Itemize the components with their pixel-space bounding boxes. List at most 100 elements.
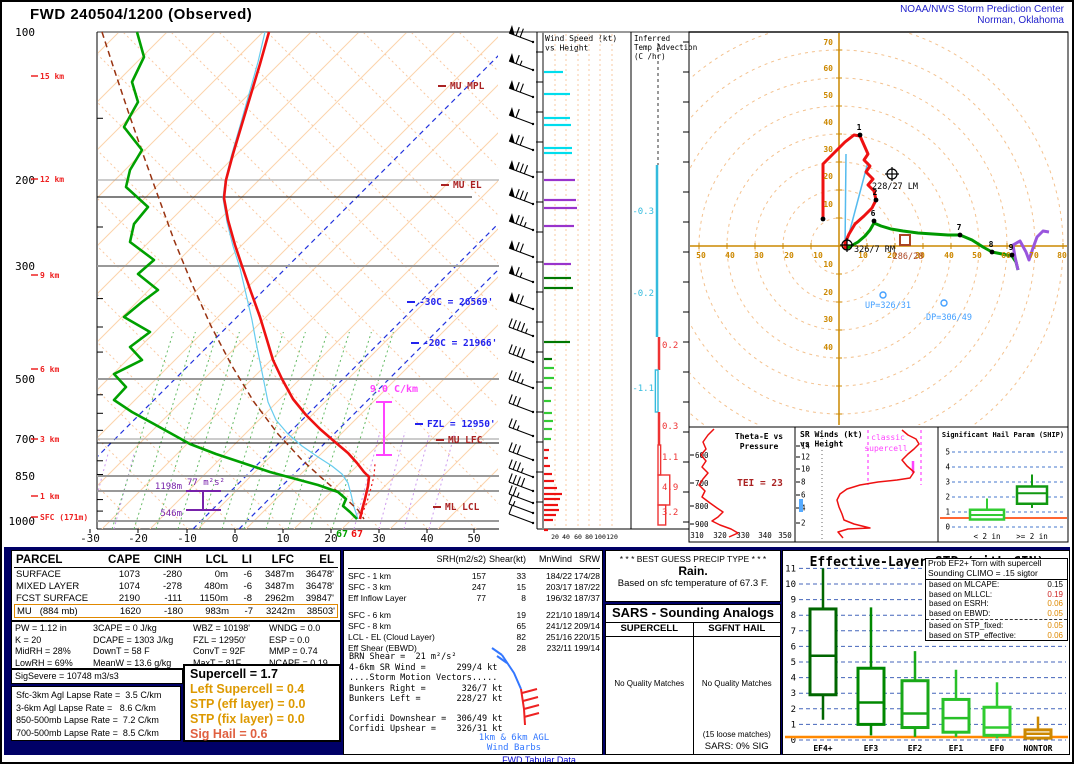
svg-text:3.2: 3.2 xyxy=(662,508,678,518)
storm-motion-line: Corfidi Downshear = 306/49 kt xyxy=(349,713,503,724)
svg-text:30: 30 xyxy=(754,251,764,260)
svg-text:5: 5 xyxy=(945,448,950,457)
legend-value: 0.06 xyxy=(1047,630,1063,640)
parcel-cell: 983m xyxy=(205,605,229,617)
kinematics-cell xyxy=(432,610,486,621)
legend-value: 0.05 xyxy=(1047,621,1063,630)
thermo-cell: DownT = 58 F xyxy=(93,646,150,656)
svg-text:8: 8 xyxy=(989,240,994,249)
legend-value: 0.06 xyxy=(1047,599,1063,608)
kinematics-cell: 33 xyxy=(516,571,526,581)
kinematics-cell: 199/14 xyxy=(574,643,600,653)
kinematics-cell: 187/37 xyxy=(574,593,600,603)
svg-text:4: 4 xyxy=(791,674,796,684)
kinematics-cell: 15 xyxy=(516,582,526,592)
parcel-cell: 1073 xyxy=(118,568,140,580)
kinematics-header-cell: MnWind xyxy=(538,554,572,564)
thermo-indices-table: PW = 1.12 in 3CAPE = 0 J/kg WBZ = 10198' WN… xyxy=(11,621,341,669)
hodograph-height-points: 1 2 6 7 8 9 xyxy=(820,123,1015,258)
kinematics-cell: 174/28 xyxy=(574,571,600,581)
svg-text:>= 2 in: >= 2 in xyxy=(1016,532,1048,541)
storm-motion-line xyxy=(349,705,503,714)
svg-text:1 km: 1 km xyxy=(40,492,59,501)
kinematics-cell: 187/22 xyxy=(574,582,600,592)
kinematics-cell: 241/12 xyxy=(546,621,572,631)
thermo-cell: LowRH = 69% xyxy=(15,657,73,668)
parcel-cell: 39847' xyxy=(305,592,334,604)
tabular-data-link[interactable]: FWD Tabular Data xyxy=(502,755,576,764)
height-agl-labels: 15 km 12 km 9 km 6 km 3 km 1 km SFC (171m) xyxy=(31,72,88,522)
thermo-cell: MaxT = 81F xyxy=(193,657,242,668)
legend-row: based on ESRH: 0.06 xyxy=(926,599,1067,609)
thermo-row: K = 20 DCAPE = 1303 J/kg FZL = 12950' ESP =… xyxy=(15,635,337,647)
svg-text:8: 8 xyxy=(791,611,796,621)
parcel-cell: 1620 xyxy=(119,605,141,617)
legend-label: based on STP_effective: xyxy=(929,630,1017,640)
svg-text:4: 4 xyxy=(945,463,950,472)
svg-text:6 km: 6 km xyxy=(40,365,59,374)
thermo-cell: MeanW = 13.6 g/kg xyxy=(93,657,172,668)
kinematics-header: SRH(m2/s2) Shear(kt) MnWind SRW xyxy=(348,554,600,569)
svg-text:10: 10 xyxy=(858,251,868,260)
svg-text:1.1: 1.1 xyxy=(662,453,678,463)
parcel-header-cell: PARCEL xyxy=(16,553,63,566)
composite-index-line: Supercell = 1.7 xyxy=(190,667,278,681)
kinematics-cell: 189/14 xyxy=(574,610,600,620)
svg-text:vs Height: vs Height xyxy=(545,44,589,53)
sars-supercell-column: SUPERCELL No Quality Matches xyxy=(606,623,694,755)
svg-text:TEI = 23: TEI = 23 xyxy=(737,478,783,489)
kinematics-cell: 220/15 xyxy=(574,632,600,642)
svg-text:0.3: 0.3 xyxy=(662,422,678,432)
storm-motion-line: BRN Shear = 21 m²/s² xyxy=(349,652,457,662)
svg-text:50: 50 xyxy=(823,91,833,100)
thermo-cell: DCAPE = 1303 J/kg xyxy=(93,634,174,645)
sars-panel: SARS - Sounding Analogs SUPERCELL No Qua… xyxy=(605,604,781,755)
svg-text:Pressure: Pressure xyxy=(740,442,779,451)
parcel-header-cell: CINH xyxy=(153,553,182,566)
svg-text:12 km: 12 km xyxy=(40,175,64,184)
parcel-table-header: PARCEL CAPE CINH LCL LI LFC EL xyxy=(14,552,338,568)
svg-text:NONTOR: NONTOR xyxy=(1024,744,1053,753)
svg-text:350: 350 xyxy=(778,531,792,540)
agency-credit: NOAA/NWS Storm Prediction Center Norman,… xyxy=(900,4,1064,26)
hodograph-panel: 50 40 30 20 10 10 20 30 40 50 60 70 8070605040302010… xyxy=(690,33,1067,425)
svg-text:EF1: EF1 xyxy=(949,744,964,753)
thermo-cell: K = 20 xyxy=(15,634,42,645)
svg-text:6: 6 xyxy=(871,209,876,218)
svg-text:12: 12 xyxy=(801,453,810,462)
composite-index-line: Sig Hail = 0.6 xyxy=(190,727,268,741)
legend-row: based on MLCAPE: 0.15 xyxy=(926,580,1067,590)
panel-frames xyxy=(96,31,1069,543)
svg-text:MU EL: MU EL xyxy=(453,180,482,191)
svg-text:40: 40 xyxy=(420,532,433,545)
sig-severe-value: SigSevere = 10748 m3/s3 xyxy=(11,669,183,684)
svg-text:70: 70 xyxy=(823,38,833,47)
kinematics-cell: 196/32 xyxy=(546,593,572,603)
parcel-header-cell: EL xyxy=(319,553,334,566)
svg-text:vs Height: vs Height xyxy=(800,439,844,449)
svg-text:850: 850 xyxy=(15,470,35,483)
legend-label: based on STP_fixed: xyxy=(929,621,1004,630)
kinematics-cell: 184/22 xyxy=(546,571,572,581)
sars-hail-matches: No Quality Matches xyxy=(701,679,772,688)
svg-text:MU MPL: MU MPL xyxy=(450,81,485,92)
svg-text:UP=326/31: UP=326/31 xyxy=(865,301,911,311)
svg-text:Inferred: Inferred xyxy=(634,34,670,43)
legend-row: based on EBWD: 0.05 xyxy=(926,609,1067,619)
svg-text:-0.2: -0.2 xyxy=(632,289,654,299)
parcel-cell: 36478' xyxy=(305,568,334,580)
composite-index-line: STP (eff layer) = 0.0 xyxy=(190,697,306,711)
parcel-cell: 2190 xyxy=(118,592,140,604)
legend-title-2: Sounding CLIMO = .15 sigtor xyxy=(926,568,1067,580)
svg-text:14: 14 xyxy=(801,442,811,451)
svg-text:30: 30 xyxy=(915,251,925,260)
kinematics-header-cell xyxy=(348,554,432,568)
sars-hail-header: SGFNT HAIL xyxy=(693,623,780,637)
kinematics-cell: SFC - 8 km xyxy=(348,621,391,631)
composite-index-line: STP (fix layer) = 0.0 xyxy=(190,712,305,726)
